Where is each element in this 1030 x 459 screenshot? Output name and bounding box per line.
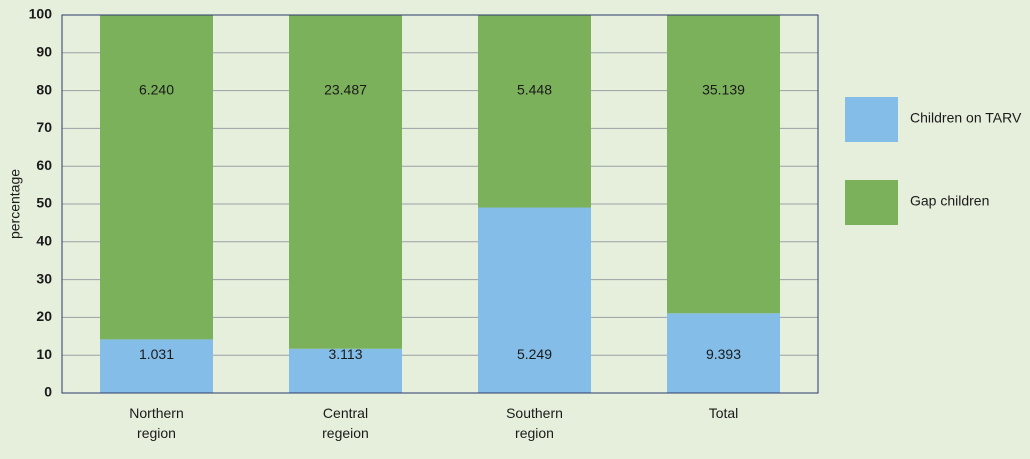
data-label: 5.249 [517, 346, 552, 362]
data-label: 23.487 [324, 81, 367, 97]
y-tick-label: 20 [36, 308, 52, 324]
y-tick-label: 80 [36, 81, 52, 97]
bar-segment [289, 348, 402, 393]
y-axis-label: percentage [7, 169, 23, 239]
y-tick-label: 60 [36, 157, 52, 173]
bar-segment [667, 15, 780, 314]
y-tick-label: 70 [36, 119, 52, 135]
legend-label: Gap children [910, 193, 989, 209]
data-label: 3.113 [329, 346, 363, 362]
plot-border [61, 14, 819, 394]
bar-segment [667, 313, 780, 393]
x-tick-label: Northern region [129, 405, 184, 441]
bar-segment [100, 339, 213, 393]
x-tick-label: Central regeion [322, 405, 369, 441]
y-tick-label: 100 [29, 6, 53, 22]
y-tick-label: 30 [36, 270, 52, 286]
data-label: 35.139 [702, 81, 745, 97]
y-tick-label: 40 [36, 233, 52, 249]
x-tick-label: Southern region [506, 405, 563, 441]
bar-segment [100, 15, 213, 340]
data-label: 1.031 [139, 346, 174, 362]
data-label: 5.448 [517, 81, 552, 97]
legend-swatch [845, 180, 898, 225]
y-tick-label: 50 [36, 195, 52, 211]
y-tick-label: 0 [44, 384, 52, 400]
data-label: 9.393 [706, 346, 741, 362]
bar-segment [478, 15, 591, 208]
y-tick-label: 10 [36, 346, 52, 362]
legend-swatch [845, 97, 898, 142]
x-tick-label: Total [708, 405, 739, 421]
bar-segment [478, 207, 591, 393]
bar-segment [289, 15, 402, 349]
data-label: 6.240 [139, 81, 174, 97]
y-tick-label: 90 [36, 44, 52, 60]
legend-label: Children on TARV [910, 110, 1022, 126]
